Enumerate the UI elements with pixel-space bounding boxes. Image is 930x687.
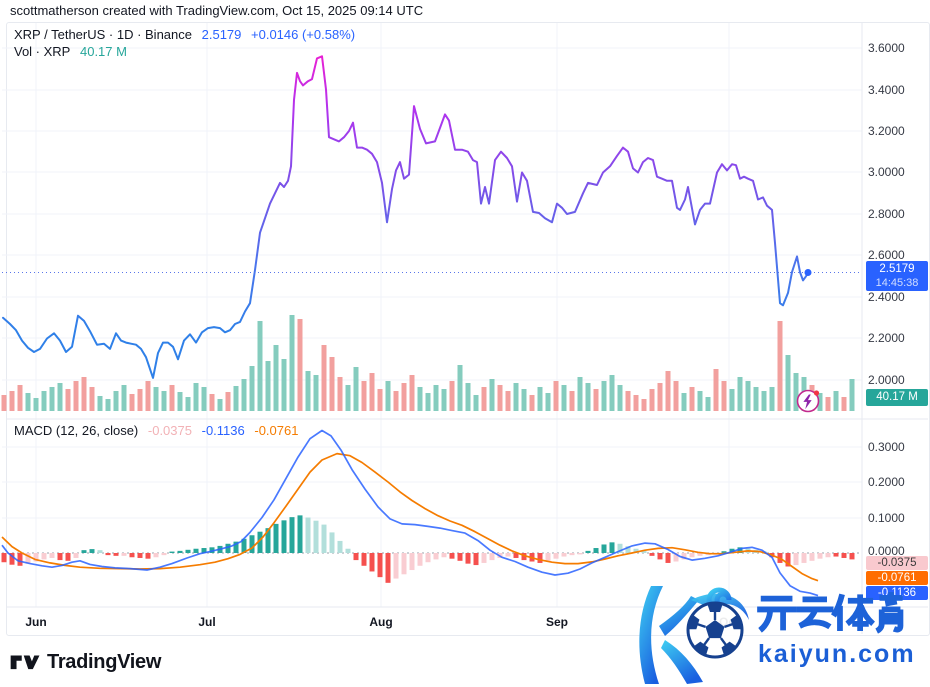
- volume-badge: 40.17 M: [866, 389, 928, 406]
- month-label: Sep: [545, 615, 569, 629]
- kaiyun-brand-characters: [757, 592, 904, 634]
- month-label: Jul: [198, 615, 216, 629]
- axis-tick-label: 0.2000: [868, 475, 905, 489]
- countdown-timer: 14:45:38: [875, 277, 919, 289]
- kaiyun-domain-text: kaiyun.com: [758, 640, 916, 668]
- axis-tick-label: 2.6000: [868, 248, 905, 262]
- axis-tick-label: 0.1000: [868, 511, 905, 525]
- macd-line-value: -0.1136: [201, 423, 245, 438]
- last-price-badge: 2.5179 14:45:38: [866, 261, 928, 291]
- axis-tick-label: 3.2000: [868, 124, 905, 138]
- macd-signal-badge: -0.0761: [866, 571, 928, 585]
- kaiyun-logo-k: [639, 586, 749, 684]
- axis-tick-label: 3.6000: [868, 41, 905, 55]
- axis-tick-label: 0.0000: [868, 544, 905, 558]
- soccer-ball-icon: [686, 601, 744, 659]
- last-price-value: 2.5179: [201, 27, 242, 42]
- volume-legend[interactable]: Vol · XRP 40.17 M: [14, 44, 133, 59]
- volume-value: 40.17 M: [79, 44, 127, 59]
- axis-tick-label: 2.0000: [868, 373, 905, 387]
- kaiyun-watermark: [639, 586, 904, 684]
- symbol-title: XRP / TetherUS · 1D · Binance: [14, 27, 192, 42]
- attribution-text: scottmatherson created with TradingView.…: [10, 3, 424, 18]
- volume-label: Vol · XRP: [14, 44, 71, 59]
- last-price-badge-value: 2.5179: [879, 263, 915, 275]
- month-label: Aug: [369, 615, 393, 629]
- macd-title: MACD (12, 26, close): [14, 423, 139, 438]
- price-change-value: +0.0146 (+0.58%): [251, 27, 356, 42]
- macd-hist-badge: -0.0375: [866, 556, 928, 570]
- macd-signal-value: -0.0761: [254, 423, 299, 438]
- streaming-status-icon[interactable]: [794, 387, 824, 417]
- axis-tick-label: 2.2000: [868, 331, 905, 345]
- tradingview-mark-icon: [10, 655, 40, 670]
- axis-tick-label: 2.4000: [868, 290, 905, 304]
- month-label: Jun: [25, 615, 47, 629]
- axis-tick-label: 0.3000: [868, 440, 905, 454]
- tradingview-logo-text: TradingView: [47, 650, 162, 673]
- macd-hist-value: -0.0375: [147, 423, 192, 438]
- macd-legend[interactable]: MACD (12, 26, close) -0.0375 -0.1136 -0.…: [14, 423, 304, 438]
- axis-tick-label: 3.4000: [868, 83, 905, 97]
- symbol-legend[interactable]: XRP / TetherUS · 1D · Binance 2.5179 +0.…: [14, 27, 361, 42]
- tradingview-logo[interactable]: TradingView: [10, 649, 161, 675]
- axis-tick-label: 3.0000: [868, 165, 905, 179]
- axis-tick-label: 2.8000: [868, 207, 905, 221]
